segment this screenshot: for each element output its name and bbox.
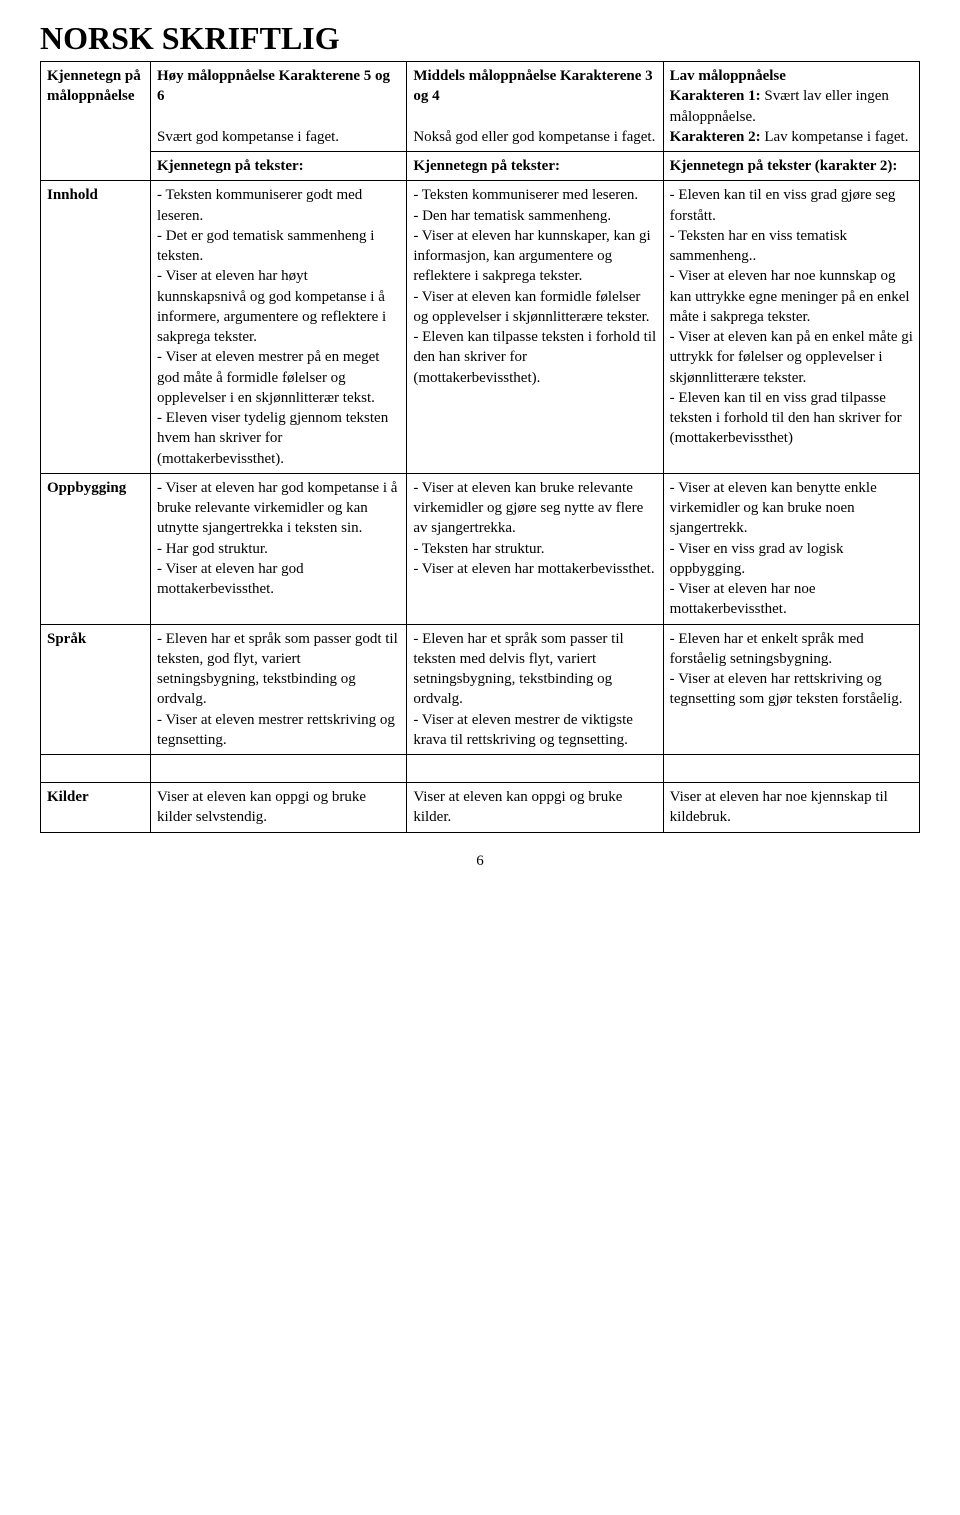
- level-k2: Karakteren 2: Lav kompetanse i faget.: [670, 127, 913, 147]
- cell-high: Kjennetegn på tekster:: [151, 152, 407, 181]
- cell-high: - Eleven har et språk som passer godt ti…: [151, 624, 407, 755]
- cell-mid: [407, 755, 663, 783]
- row-label: Kjennetegn på måloppnåelse: [41, 62, 151, 181]
- page-number: 6: [40, 853, 920, 870]
- table-row: Språk - Eleven har et språk som passer g…: [41, 624, 920, 755]
- cell-low: - Eleven har et enkelt språk med forståe…: [663, 624, 919, 755]
- cell-low: - Eleven kan til en viss grad gjøre seg …: [663, 181, 919, 474]
- cell-mid: Middels måloppnåelse Karakterene 3 og 4 …: [407, 62, 663, 152]
- row-label: Innhold: [41, 181, 151, 474]
- cell-low: Kjennetegn på tekster (karakter 2):: [663, 152, 919, 181]
- cell-high: [151, 755, 407, 783]
- cell-mid: - Eleven har et språk som passer til tek…: [407, 624, 663, 755]
- row-label: Kilder: [41, 783, 151, 833]
- level-title: Lav måloppnåelse: [670, 66, 913, 86]
- level-subtitle: Nokså god eller god kompetanse i faget.: [413, 127, 656, 147]
- table-row: Oppbygging - Viser at eleven har god kom…: [41, 473, 920, 624]
- table-row: Innhold - Teksten kommuniserer godt med …: [41, 181, 920, 474]
- label-text: Kjennetegn på måloppnåelse: [47, 68, 141, 104]
- cell-high: - Viser at eleven har god kompetanse i å…: [151, 473, 407, 624]
- table-row: Kjennetegn på måloppnåelse Høy måloppnåe…: [41, 62, 920, 152]
- cell-high: - Teksten kommuniserer godt med leseren.…: [151, 181, 407, 474]
- cell-low: Viser at eleven har noe kjennskap til ki…: [663, 783, 919, 833]
- level-subtitle: Svært god kompetanse i faget.: [157, 127, 400, 147]
- cell-low: Lav måloppnåelse Karakteren 1: Svært lav…: [663, 62, 919, 152]
- cell-mid: - Teksten kommuniserer med leseren.- Den…: [407, 181, 663, 474]
- cell-mid: Kjennetegn på tekster:: [407, 152, 663, 181]
- cell-low: [663, 755, 919, 783]
- table-row: Kjennetegn på tekster: Kjennetegn på tek…: [41, 152, 920, 181]
- cell-high: Viser at eleven kan oppgi og bruke kilde…: [151, 783, 407, 833]
- level-title: Høy måloppnåelse Karakterene 5 og 6: [157, 66, 400, 107]
- row-label: Språk: [41, 624, 151, 755]
- cell-low: - Viser at eleven kan benytte enkle virk…: [663, 473, 919, 624]
- document-title: NORSK SKRIFTLIG: [40, 20, 920, 57]
- table-row: [41, 755, 920, 783]
- level-k1: Karakteren 1: Svært lav eller ingen målo…: [670, 86, 913, 127]
- cell-high: Høy måloppnåelse Karakterene 5 og 6 Svær…: [151, 62, 407, 152]
- rubric-table: Kjennetegn på måloppnåelse Høy måloppnåe…: [40, 61, 920, 833]
- row-label: [41, 755, 151, 783]
- cell-mid: - Viser at eleven kan bruke relevante vi…: [407, 473, 663, 624]
- level-title: Middels måloppnåelse Karakterene 3 og 4: [413, 66, 656, 107]
- row-label: Oppbygging: [41, 473, 151, 624]
- cell-mid: Viser at eleven kan oppgi og bruke kilde…: [407, 783, 663, 833]
- table-row: Kilder Viser at eleven kan oppgi og bruk…: [41, 783, 920, 833]
